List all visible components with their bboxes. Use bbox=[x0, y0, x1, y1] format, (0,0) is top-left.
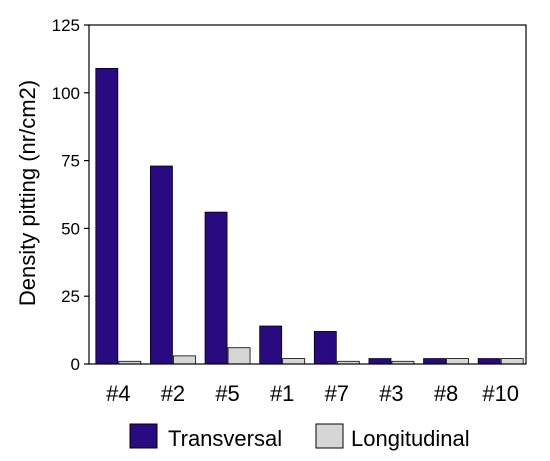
bar-transversal-n2 bbox=[150, 165, 173, 365]
x-category-label: #2 bbox=[161, 381, 185, 406]
bar-transversal-n4 bbox=[95, 67, 119, 365]
bar-transversal-n10 bbox=[477, 358, 501, 365]
y-tick-label: 0 bbox=[71, 355, 80, 374]
y-axis-title: Density pitting (nr/cm2) bbox=[15, 80, 40, 306]
y-tick-label: 100 bbox=[52, 84, 80, 103]
bar-transversal-n8 bbox=[423, 358, 446, 365]
x-category-label: #1 bbox=[270, 381, 294, 406]
x-category-label: #3 bbox=[379, 381, 403, 406]
legend-swatch-longitudinal bbox=[315, 423, 344, 449]
y-tick-label: 25 bbox=[61, 287, 80, 306]
bar-longitudinal-n10 bbox=[500, 358, 524, 365]
bar-transversal-n3 bbox=[368, 358, 392, 365]
bar-transversal-n5 bbox=[204, 211, 228, 365]
x-category-label: #5 bbox=[215, 381, 239, 406]
legend-swatch-transversal bbox=[129, 423, 158, 449]
x-category-label: #7 bbox=[325, 381, 349, 406]
bar-longitudinal-n2 bbox=[173, 355, 196, 365]
bar-longitudinal-n8 bbox=[446, 358, 469, 365]
legend-label-transversal: Transversal bbox=[168, 426, 282, 451]
y-tick-label: 75 bbox=[61, 152, 80, 171]
plot-frame bbox=[88, 24, 527, 365]
y-tick-label: 50 bbox=[61, 219, 80, 238]
legend: Transversal Longitudinal bbox=[129, 423, 470, 451]
y-ticks-group: 0 25 50 75 100 125 bbox=[52, 16, 89, 374]
bars-group bbox=[95, 67, 524, 365]
y-tick-label: 125 bbox=[52, 16, 80, 35]
bar-transversal-n7 bbox=[313, 331, 337, 365]
x-category-label: #4 bbox=[106, 381, 130, 406]
bar-longitudinal-n1 bbox=[282, 358, 306, 365]
bar-longitudinal-n5 bbox=[227, 347, 251, 365]
x-category-label: #8 bbox=[434, 381, 458, 406]
x-labels-group: #4 #2 #5 #1 #7 #3 #8 #10 bbox=[106, 381, 519, 406]
bar-transversal-n1 bbox=[259, 325, 283, 365]
x-category-label: #10 bbox=[482, 381, 519, 406]
legend-label-longitudinal: Longitudinal bbox=[351, 426, 470, 451]
